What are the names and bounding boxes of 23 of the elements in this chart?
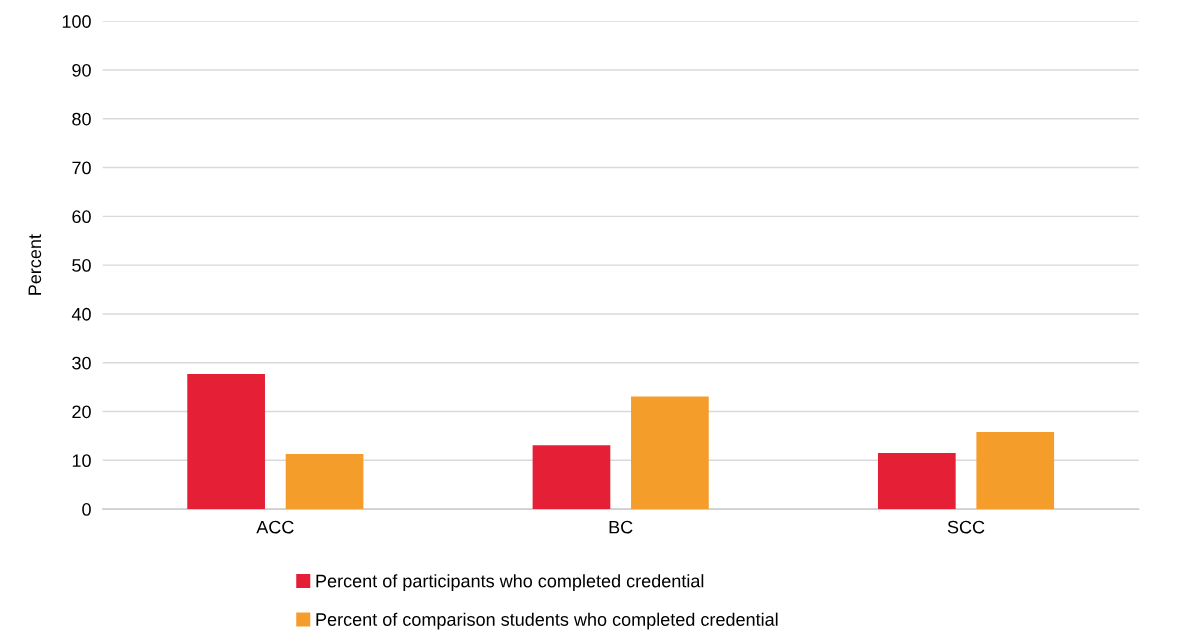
x-tick-label: BC	[609, 520, 633, 534]
legend-label: Percent of comparison students who completed credential	[316, 612, 778, 630]
legend-label: Percent of participants who completed credential	[316, 574, 704, 591]
y-tick-label: 100	[62, 15, 91, 28]
bar	[187, 373, 265, 510]
bar	[532, 445, 611, 510]
x-tick-label: SCC	[947, 520, 985, 534]
bar	[877, 453, 956, 510]
y-tick-label: 60	[72, 210, 91, 224]
y-tick-label: 90	[72, 63, 91, 77]
bar	[976, 432, 1055, 510]
y-tick-label: 40	[71, 307, 91, 321]
y-tick-label: 30	[72, 356, 91, 370]
y-tick-label: 50	[72, 259, 91, 272]
y-tick-label: 70	[72, 161, 91, 175]
y-tick-label: 10	[72, 454, 91, 468]
y-axis-title: Percent	[28, 234, 42, 295]
bar	[285, 453, 364, 510]
y-tick-label: 80	[72, 112, 91, 126]
y-tick-label: 20	[72, 405, 91, 419]
x-tick-label: ACC	[256, 520, 294, 534]
bar	[631, 396, 709, 510]
y-tick-label: 0	[82, 503, 91, 516]
